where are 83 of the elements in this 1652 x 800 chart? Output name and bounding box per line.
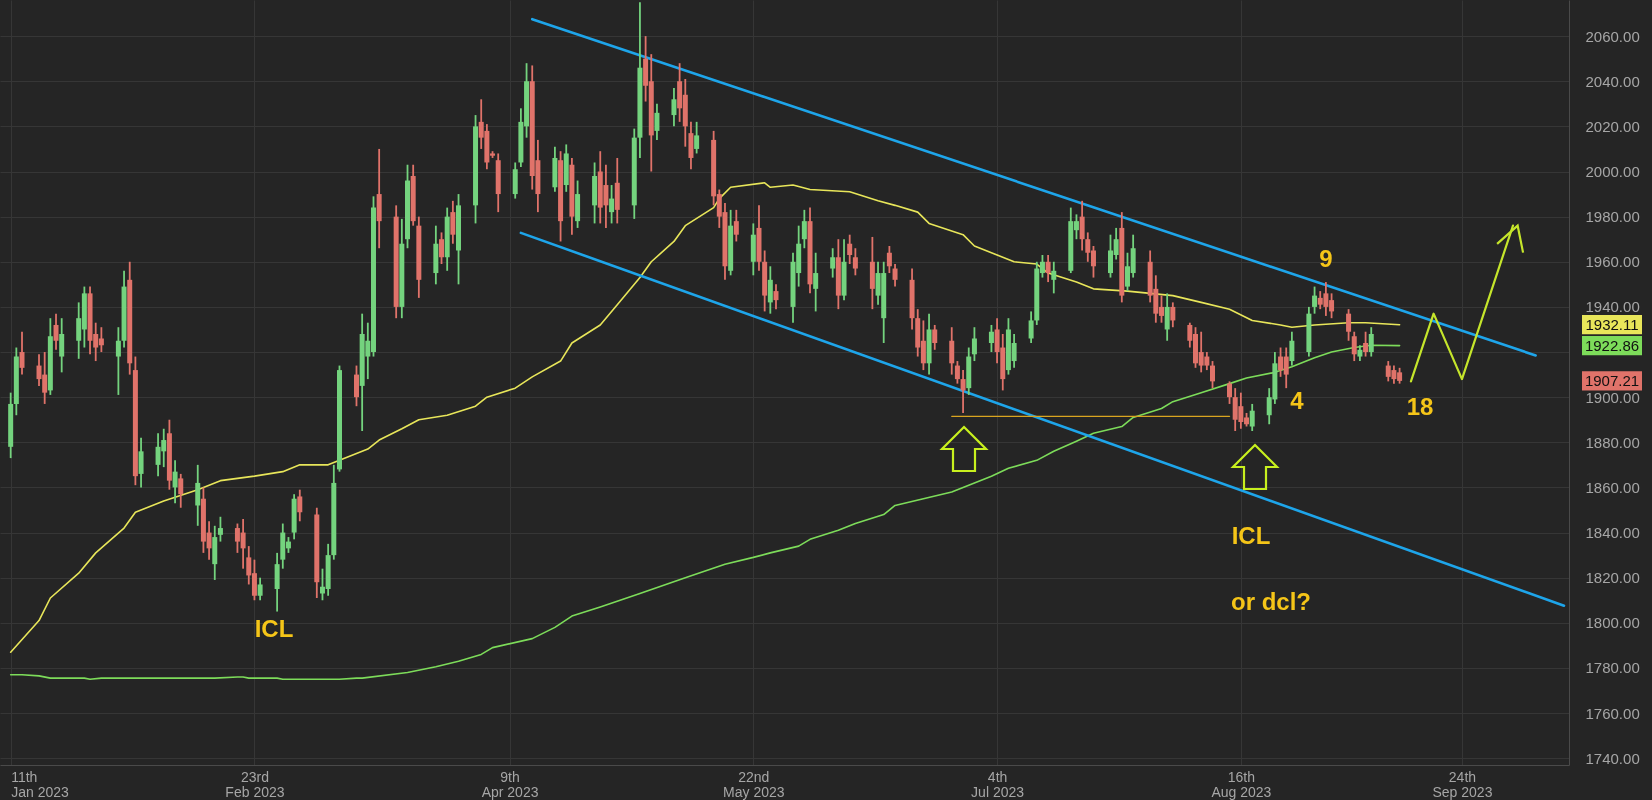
y-tick-label: 1960.00 [1585,253,1640,271]
candlestick [217,515,223,543]
y-tick-label: 1880.00 [1585,433,1640,451]
candlestick [19,330,25,376]
candlestick [257,576,263,602]
y-tick-label: 1840.00 [1585,524,1640,542]
candlestick [813,251,819,313]
candlestick [767,265,773,315]
candlestick [654,102,660,141]
x-tick-label: 9th Apr 2023 [481,768,539,800]
candlestick [1210,360,1216,390]
annotation: 18 [1406,393,1434,420]
x-tick-label: 24th Sep 2023 [1432,768,1493,800]
candlestick [949,326,955,376]
line-series [1409,224,1515,383]
candlestick [1028,310,1034,344]
candlestick [960,369,966,414]
candlestick [172,459,178,505]
text: 1907.21 [1584,371,1640,389]
candlestick [801,208,807,250]
annotation: 4 [1290,387,1305,414]
candlestick [988,324,994,353]
x-tick-label: 23rd Feb 2023 [225,768,285,800]
y-tick-label: 1740.00 [1585,749,1640,767]
y-tick-label: 2060.00 [1585,27,1640,45]
candlestick [178,472,184,509]
candlestick [1079,199,1085,252]
y-tick-label: 1780.00 [1585,659,1640,677]
candlestick [1045,254,1051,283]
candlestick [694,120,700,155]
annotation: 9 [1319,245,1333,272]
candlestick [609,184,615,225]
candlestick [733,208,739,243]
text: 1922.86 [1584,336,1640,354]
candlestick [138,436,144,489]
y-tick-label: 1760.00 [1585,704,1640,722]
candlestick [1051,260,1057,295]
annotation: ICL [1231,522,1271,549]
candlestick [353,364,359,408]
candlestick [1312,285,1318,315]
candlestick [886,245,892,274]
candlestick [297,488,303,523]
candlestick [195,463,201,527]
y-tick-label: 1820.00 [1585,569,1640,587]
x-tick-label: 22nd May 2023 [723,768,785,800]
y-tick-label: 2040.00 [1585,72,1640,90]
candlestick [1170,301,1176,329]
candlestick [1164,292,1170,342]
y-tick-label: 2020.00 [1585,117,1640,135]
candlestick [1351,330,1357,362]
candlestick [892,263,898,288]
candlestick [450,199,456,245]
candlestick [1227,380,1233,405]
x-tick-label: 16th Aug 2023 [1211,768,1272,800]
candlestick [1368,326,1374,358]
y-tick-label: 1900.00 [1585,388,1640,406]
y-tick-label: 1980.00 [1585,208,1640,226]
candlestick [932,324,938,351]
candlestick [1249,403,1255,432]
candlestick [1363,330,1369,358]
annotation: or dcl? [1230,588,1312,615]
x-tick-label: 11th Jan 2023 [11,768,69,800]
candlestick [53,312,59,351]
candlestick [439,231,445,265]
text: 1932.11 [1585,315,1639,333]
candlestick [852,247,858,277]
candlestick [971,326,977,362]
candlestick [1346,308,1352,342]
y-tick-label: 1800.00 [1585,614,1640,632]
y-tick-label: 1940.00 [1585,298,1640,316]
y-tick-label: 2000.00 [1585,163,1640,180]
annotation: ICL [254,615,294,642]
candlestick [671,87,677,128]
candlestick [830,247,836,279]
x-tick-label: 4th Jul 2023 [971,768,1025,800]
candlestick [954,360,960,385]
candlestick [847,233,853,265]
candlestick [1289,330,1295,367]
line-series [9,181,1401,653]
candlestick [59,317,65,374]
candlestick [115,326,121,396]
y-tick-label: 1860.00 [1585,478,1640,496]
candlestick [773,283,779,311]
